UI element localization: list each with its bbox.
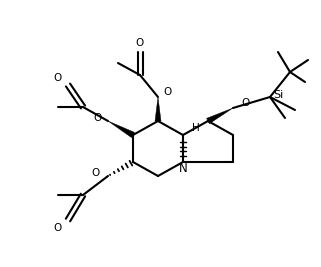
Text: O: O: [92, 168, 100, 178]
Polygon shape: [207, 108, 233, 124]
Text: N: N: [178, 162, 187, 175]
Text: O: O: [241, 98, 249, 108]
Text: O: O: [54, 73, 62, 83]
Polygon shape: [108, 121, 134, 138]
Text: O: O: [164, 87, 172, 97]
Text: Si: Si: [273, 90, 283, 100]
Text: H: H: [192, 123, 200, 133]
Text: O: O: [54, 223, 62, 233]
Polygon shape: [155, 97, 161, 121]
Text: O: O: [94, 113, 102, 123]
Text: O: O: [136, 38, 144, 48]
